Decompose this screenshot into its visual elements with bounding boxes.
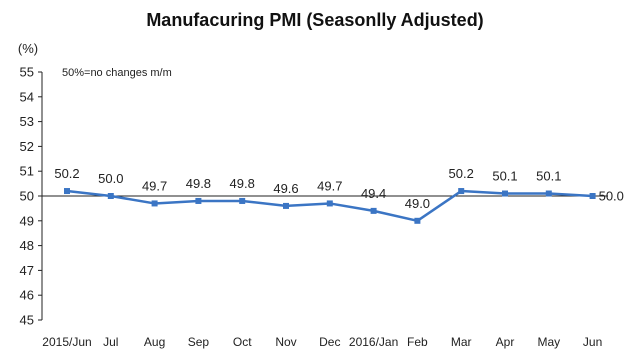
data-point <box>64 188 70 195</box>
data-label: 50.0 <box>98 171 123 186</box>
y-axis-ticks: 45 46 47 48 49 50 51 52 53 54 55 <box>20 65 42 328</box>
x-tick-label: Oct <box>233 335 252 349</box>
x-tick-label: Aug <box>144 335 165 349</box>
y-tick-label: 48 <box>20 238 34 253</box>
data-label: 49.7 <box>317 178 342 193</box>
x-tick-label: May <box>537 335 560 349</box>
data-point <box>370 207 377 214</box>
data-point <box>326 200 333 207</box>
y-tick-label: 47 <box>20 263 34 278</box>
y-tick-label: 50 <box>20 189 34 204</box>
y-tick-label: 54 <box>20 89 34 104</box>
data-point <box>195 197 202 204</box>
data-label: 49.4 <box>361 186 386 201</box>
data-label: 49.0 <box>405 196 430 211</box>
x-tick-label: Nov <box>275 335 296 349</box>
x-tick-label: Sep <box>188 335 210 349</box>
x-tick-label: Mar <box>451 335 472 349</box>
chart-annotation: 50%=no changes m/m <box>62 67 172 79</box>
x-tick-label: 2016/Jan <box>349 335 398 349</box>
data-label: 50.0 <box>599 189 624 204</box>
data-label: 50.2 <box>54 166 79 181</box>
y-tick-label: 53 <box>20 114 34 129</box>
x-tick-label: Feb <box>407 335 428 349</box>
y-tick-label: 52 <box>20 139 34 154</box>
y-tick-label: 51 <box>20 164 34 179</box>
y-tick-label: 46 <box>20 288 34 303</box>
data-labels: 50.2 50.0 49.7 49.8 49.8 49.6 49.7 49.4 49.0 50.2… <box>54 166 624 211</box>
data-point <box>589 193 596 199</box>
data-point <box>502 190 508 197</box>
data-label: 50.1 <box>492 169 517 184</box>
data-label: 49.8 <box>230 176 255 191</box>
data-point <box>414 217 421 224</box>
x-tick-label: Dec <box>319 335 340 349</box>
x-tick-label: 2015/Jun <box>42 335 91 349</box>
data-point <box>458 188 465 195</box>
data-label: 49.8 <box>186 176 211 191</box>
data-label: 49.6 <box>273 181 298 196</box>
x-tick-label: Apr <box>496 335 515 349</box>
data-label: 50.2 <box>449 166 474 181</box>
x-tick-label: Jul <box>103 335 118 349</box>
data-point <box>545 190 552 197</box>
x-tick-label: Jun <box>583 335 602 349</box>
data-point <box>151 200 158 207</box>
data-point <box>239 197 246 204</box>
data-point <box>107 193 114 199</box>
y-tick-label: 49 <box>20 213 34 228</box>
data-label: 49.7 <box>142 178 167 193</box>
chart-title: Manufacuring PMI (Seasonlly Adjusted) <box>146 10 483 30</box>
data-point <box>283 202 289 209</box>
y-tick-label: 55 <box>20 65 34 80</box>
pmi-series-points <box>64 188 596 224</box>
y-axis-unit-label: (%) <box>18 41 38 56</box>
x-axis-ticks: 2015/Jun Jul Aug Sep Oct Nov Dec 2016/Jan Feb Mar… <box>42 335 602 349</box>
y-tick-label: 45 <box>20 313 34 328</box>
data-label: 50.1 <box>536 169 561 184</box>
